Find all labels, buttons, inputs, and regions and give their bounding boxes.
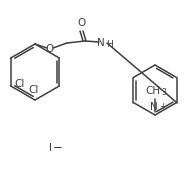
Text: N: N — [97, 38, 105, 48]
Text: Cl: Cl — [29, 85, 39, 95]
Text: N: N — [150, 102, 158, 112]
Text: I: I — [49, 143, 52, 153]
Text: CH: CH — [145, 86, 161, 96]
Text: −: − — [53, 141, 63, 153]
Text: O: O — [77, 18, 85, 28]
Text: 3: 3 — [161, 88, 166, 97]
Text: O: O — [45, 44, 53, 54]
Text: +: + — [159, 102, 166, 111]
Text: H: H — [106, 40, 113, 49]
Text: Cl: Cl — [15, 79, 25, 89]
